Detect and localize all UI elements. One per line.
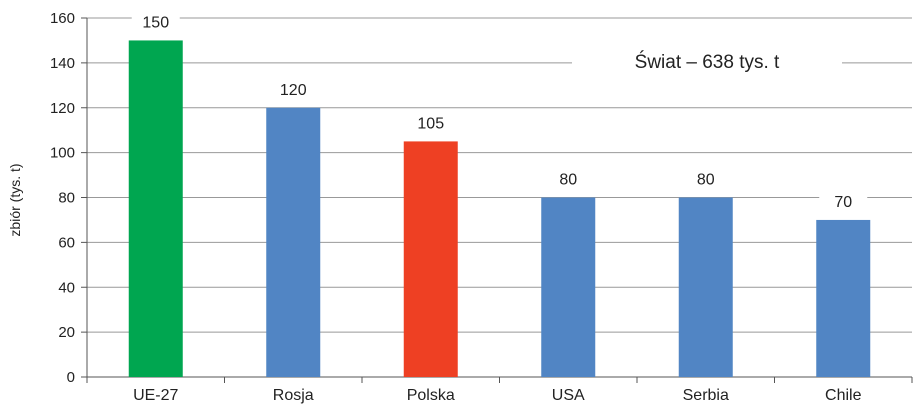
- bar-chile: [816, 219, 871, 377]
- y-tick-label-80: 80: [58, 190, 75, 207]
- data-label-rosja: 120: [280, 82, 307, 99]
- annotation-background: [572, 42, 842, 80]
- category-label-usa: USA: [552, 387, 585, 404]
- y-tick-label-40: 40: [58, 279, 75, 296]
- data-labels: 150 120 105 80 80 70: [131, 10, 868, 212]
- bar-usa: [541, 197, 596, 377]
- gridlines: [87, 17, 912, 333]
- y-tick-label-60: 60: [58, 234, 75, 251]
- y-tick-label-20: 20: [58, 324, 75, 341]
- data-label-serbia: 80: [697, 172, 715, 189]
- data-label-background: [544, 167, 593, 190]
- data-label-chile: 70: [834, 194, 852, 211]
- y-tick-label-100: 100: [50, 145, 75, 162]
- data-label-background: [131, 10, 180, 33]
- annotation-world-total: Świat – 638 tys. t: [635, 51, 780, 73]
- bar-ue-27: [128, 40, 183, 377]
- data-label-background: [819, 189, 868, 212]
- category-label-polska: Polska: [407, 387, 455, 404]
- bar-rosja: [266, 107, 321, 377]
- data-label-background: [269, 77, 318, 100]
- data-label-ue-27: 150: [142, 14, 169, 31]
- data-label-background: [406, 111, 455, 134]
- axes: [81, 17, 913, 383]
- bar-serbia: [678, 197, 733, 377]
- category-label-serbia: Serbia: [683, 387, 729, 404]
- y-tick-label-160: 160: [50, 10, 75, 27]
- category-label-rosja: Rosja: [273, 387, 314, 404]
- y-axis-label: zbiór (tys. t): [7, 163, 23, 236]
- y-tick-label-120: 120: [50, 100, 75, 117]
- bar-polska: [403, 141, 458, 377]
- category-label-chile: Chile: [825, 387, 862, 404]
- y-tick-label-140: 140: [50, 55, 75, 72]
- y-tick-label-0: 0: [67, 369, 75, 386]
- data-label-usa: 80: [559, 172, 577, 189]
- data-label-background: [681, 167, 730, 190]
- annotation-group: Świat – 638 tys. t: [572, 42, 842, 80]
- data-label-polska: 105: [417, 115, 444, 132]
- category-label-ue-27: UE-27: [133, 387, 178, 404]
- bars: [128, 40, 871, 377]
- tick-labels: 0 20 40 60 80 100 120 140 160 UE-27 Rosja Polska USA…: [50, 10, 862, 404]
